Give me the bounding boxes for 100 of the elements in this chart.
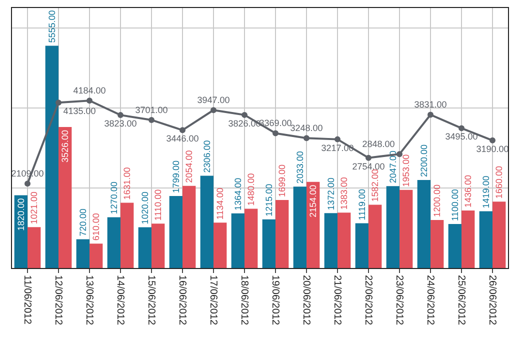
bar [276, 200, 289, 268]
point [366, 154, 372, 161]
point [396, 151, 402, 158]
data-label: 4135.00 [63, 106, 96, 116]
bar [169, 196, 182, 268]
data-label: 1419.00 [480, 176, 491, 208]
data-label: 3369.00 [259, 118, 292, 128]
data-label: 2754.00 [352, 161, 385, 172]
x-tick-label: 23/06/2012 [393, 275, 404, 326]
bar [200, 176, 214, 268]
data-label: 2154.00 [308, 184, 318, 218]
data-label: 3526.00 [60, 130, 70, 162]
bar [107, 217, 120, 268]
x-tick-label: 21/06/2012 [331, 275, 342, 326]
x-tick-label: 12/06/2012 [52, 275, 64, 326]
data-label: 1364.00 [232, 178, 243, 210]
data-label: 3831.00 [414, 100, 447, 110]
data-label: 1119.00 [356, 189, 367, 220]
data-label: 1582.00 [370, 169, 380, 202]
point [458, 125, 464, 132]
x-tick-label: 18/06/2012 [238, 275, 250, 326]
data-label: 1631.00 [122, 167, 132, 200]
data-label: 5555.00 [46, 10, 57, 43]
point [490, 137, 496, 144]
bar [28, 227, 41, 268]
data-label: 3446.00 [166, 134, 199, 144]
x-tick-label: 13/06/2012 [83, 275, 94, 326]
bar [152, 224, 165, 268]
x-tick-label: 24/06/2012 [424, 275, 436, 326]
data-label: 1372.00 [326, 178, 336, 210]
x-tick-label: 11/06/2012 [21, 275, 32, 325]
data-label: 2054.00 [184, 150, 194, 183]
point [272, 130, 278, 136]
bar [492, 202, 506, 268]
bar [355, 223, 368, 268]
data-label: 1215.00 [264, 184, 274, 216]
data-label: 3495.00 [445, 132, 478, 142]
data-label: 2200.00 [418, 144, 429, 177]
data-label: 1110.00 [153, 189, 164, 221]
data-label: 610.00 [91, 213, 102, 241]
x-tick-label: 25/06/2012 [455, 275, 466, 326]
x-tick-label: 15/06/2012 [145, 275, 156, 326]
data-label: 3190.00 [476, 144, 509, 154]
data-label: 720.00 [78, 208, 88, 236]
bar [231, 213, 244, 268]
bar [368, 204, 382, 268]
bar [479, 211, 492, 268]
bar [338, 212, 351, 268]
point [210, 107, 216, 114]
bar [462, 210, 475, 268]
data-label: 3701.00 [135, 104, 168, 115]
point [148, 116, 154, 123]
bar [58, 126, 72, 268]
x-tick-label: 17/06/2012 [207, 275, 218, 326]
data-label: 3248.00 [290, 123, 323, 134]
data-label: 1699.00 [277, 164, 288, 198]
point [24, 180, 30, 187]
data-label: 1953.00 [401, 154, 412, 187]
data-label: 1200.00 [432, 184, 442, 217]
point [242, 112, 248, 118]
data-label: 2848.00 [362, 139, 395, 150]
data-label: 1820.00 [16, 198, 26, 231]
data-label: 1134.00 [215, 188, 226, 220]
bar [138, 227, 152, 268]
data-label: 1270.00 [108, 182, 119, 214]
x-tick-label: 19/06/2012 [269, 275, 280, 326]
bar [45, 46, 58, 268]
x-tick-label: 22/06/2012 [362, 275, 374, 326]
bar [386, 186, 400, 268]
data-label: 3823.00 [104, 118, 137, 129]
bar [244, 208, 258, 268]
bar [417, 180, 430, 268]
data-label: 1660.00 [494, 166, 504, 199]
point [304, 135, 310, 142]
data-label: 2306.00 [202, 140, 212, 173]
point [180, 127, 186, 134]
x-tick-label: 26/06/2012 [486, 275, 498, 326]
point [56, 100, 62, 106]
data-label: 1436.00 [463, 175, 474, 208]
data-label: 1480.00 [246, 173, 256, 206]
data-label: 4184.00 [73, 86, 106, 96]
bar [324, 213, 338, 268]
point [334, 136, 340, 142]
data-label: 3947.00 [197, 95, 230, 106]
bar [430, 220, 444, 268]
x-tick-label: 20/06/2012 [300, 275, 312, 326]
bar [400, 190, 413, 268]
bar [76, 239, 90, 268]
data-label: 1799.00 [170, 160, 181, 194]
x-tick-label: 14/06/2012 [114, 275, 126, 326]
bar [448, 224, 462, 268]
x-tick-label: 16/06/2012 [176, 275, 188, 326]
bar [262, 219, 276, 268]
data-label: 1020.00 [140, 192, 150, 224]
bar [214, 222, 227, 268]
data-label: 2033.00 [294, 151, 305, 184]
data-label: 1383.00 [339, 177, 350, 210]
data-label: 2047.00 [388, 150, 398, 184]
bar [90, 244, 103, 268]
data-label: 1021.00 [29, 192, 40, 224]
